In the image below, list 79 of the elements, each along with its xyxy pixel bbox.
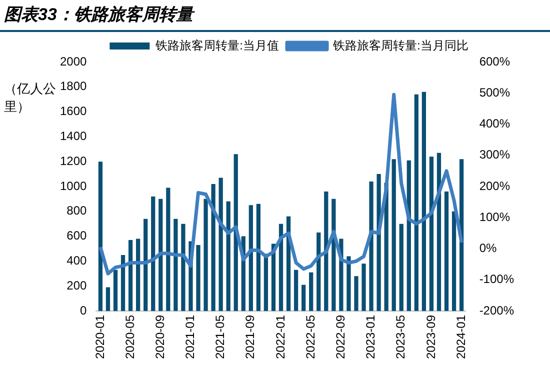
bar xyxy=(204,198,208,311)
bar xyxy=(316,232,321,311)
x-tick-label: 2023-01 xyxy=(364,314,378,360)
x-tick-label: 2023-05 xyxy=(394,314,408,360)
bar xyxy=(346,256,351,311)
bar xyxy=(218,178,223,311)
bar xyxy=(248,205,253,311)
x-tick-label: 2023-09 xyxy=(424,314,438,360)
y2-tick-label: -100% xyxy=(479,272,514,286)
bar xyxy=(362,264,366,311)
bar xyxy=(264,254,268,311)
y-tick-label: 1000 xyxy=(60,178,88,193)
y2-tick-label: 100% xyxy=(479,210,510,224)
x-tick-label: 2022-01 xyxy=(273,314,288,360)
bar xyxy=(444,191,449,311)
chart-title: 图表33：铁路旅客周转量 xyxy=(0,0,550,32)
y-axis-title: （亿人公里） xyxy=(4,80,57,116)
y2-tick-label: 300% xyxy=(479,148,510,162)
y-tick-label: 1400 xyxy=(60,129,88,143)
bar xyxy=(436,152,442,311)
bar xyxy=(294,270,298,311)
y-tick-label: 200 xyxy=(66,278,88,292)
bar xyxy=(211,184,216,311)
bar xyxy=(113,270,118,311)
bar xyxy=(256,204,261,311)
bar xyxy=(414,94,418,311)
y2-tick-label: 200% xyxy=(479,178,510,193)
bar xyxy=(226,201,230,311)
y-tick-label: 1800 xyxy=(60,79,88,94)
y-tick-label: 2000 xyxy=(60,54,88,68)
y-tick-label: 400 xyxy=(66,253,88,268)
bar xyxy=(128,240,133,311)
bar xyxy=(136,238,140,311)
y2-tick-label: -200% xyxy=(479,303,514,318)
x-tick-label: 2020-05 xyxy=(122,314,137,360)
x-tick-label: 2024-01 xyxy=(454,314,468,360)
bar xyxy=(120,254,126,311)
bar xyxy=(452,211,456,311)
bar xyxy=(376,174,381,311)
bar xyxy=(429,156,434,311)
y-tick-label: 600 xyxy=(66,228,88,243)
y2-tick-label: 500% xyxy=(479,85,510,100)
bar xyxy=(278,224,284,311)
bar xyxy=(196,244,200,311)
y-tick-label: 0 xyxy=(80,303,88,318)
bar xyxy=(98,162,103,311)
y2-tick-label: 600% xyxy=(479,54,510,68)
x-tick-label: 2022-05 xyxy=(303,314,318,360)
bar xyxy=(399,224,404,311)
bar xyxy=(234,154,238,311)
bar xyxy=(158,198,163,311)
bar xyxy=(354,276,358,311)
bar xyxy=(166,188,170,311)
bar xyxy=(106,287,110,311)
y2-tick-label: 0% xyxy=(479,241,497,256)
bar xyxy=(151,196,156,311)
y-tick-label: 800 xyxy=(66,204,88,218)
x-tick-label: 2020-01 xyxy=(92,314,107,360)
bar xyxy=(369,182,374,311)
bar xyxy=(144,218,148,311)
x-tick-label: 2021-05 xyxy=(213,314,228,360)
bar xyxy=(302,284,306,311)
bar xyxy=(324,191,328,311)
x-tick-label: 2022-09 xyxy=(334,314,348,360)
bar xyxy=(181,224,186,311)
y-tick-label: 1200 xyxy=(60,154,88,168)
x-tick-label: 2021-01 xyxy=(183,314,198,360)
bar xyxy=(174,218,178,311)
bar xyxy=(392,159,396,311)
x-tick-label: 2020-09 xyxy=(152,314,167,360)
y2-tick-label: 400% xyxy=(479,116,510,131)
bar xyxy=(459,159,464,311)
bar xyxy=(422,92,426,311)
legend-label: 铁路旅客周转量:当月值 xyxy=(154,38,280,52)
x-tick-label: 2021-09 xyxy=(243,314,258,360)
y-tick-label: 1600 xyxy=(60,104,88,118)
legend-label: 铁路旅客周转量:当月同比 xyxy=(332,38,468,52)
bar xyxy=(309,272,314,311)
bar xyxy=(406,160,411,311)
